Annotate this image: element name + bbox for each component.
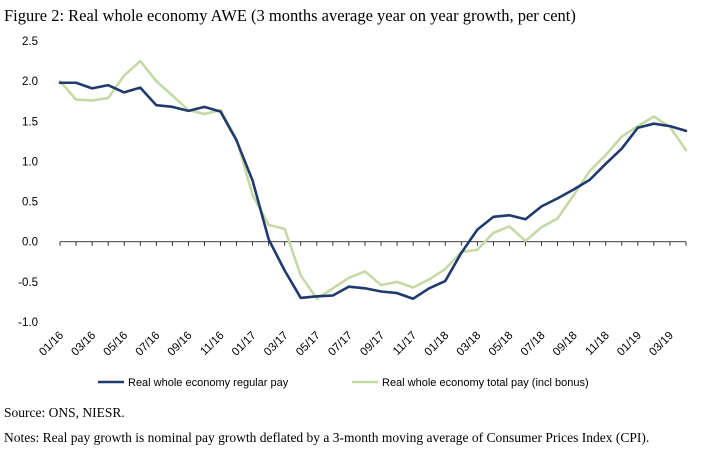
series-line-regular-pay	[58, 81, 688, 301]
y-tick-label: 2.5	[22, 36, 38, 48]
x-tick-label: 05/17	[294, 330, 323, 359]
line-chart: 2.52.01.51.00.50.0-0.5-1.0 01/16 03/16 05/…	[18, 36, 688, 389]
y-axis-tick-labels: 2.5 2.0 1.5 1.0 0.5 0.0 -0.5 -1.0	[18, 36, 38, 329]
x-tick-label: 03/17	[262, 330, 291, 359]
x-tick-label: 05/18	[487, 330, 516, 359]
x-tick-label: 11/17	[391, 330, 419, 358]
y-tick-label: 1.5	[22, 116, 38, 128]
footnote: Notes: Real pay growth is nominal pay gr…	[4, 430, 650, 445]
x-tick-label: 11/16	[198, 330, 226, 358]
y-tick-label: -0.5	[18, 277, 38, 289]
x-tick-label: 03/19	[647, 330, 676, 359]
y-tick-label: 0.5	[22, 197, 38, 209]
x-tick-label: 07/16	[134, 330, 163, 359]
x-tick-label: 03/18	[455, 330, 484, 359]
x-tick-label: 01/17	[230, 330, 259, 359]
series-lines	[58, 59, 688, 301]
chart-title: Figure 2: Real whole economy AWE (3 mont…	[4, 6, 576, 25]
x-axis-ticks: 01/16 03/16 05/16 07/16 09/16 11/16 01/17 03/17…	[37, 241, 687, 359]
x-tick-label: 01/18	[423, 330, 452, 359]
x-tick-label: 09/18	[551, 330, 580, 359]
x-tick-label: 11/18	[584, 330, 612, 358]
x-tick-label: 09/16	[166, 330, 195, 359]
x-tick-label: 01/16	[37, 330, 66, 359]
y-tick-label: 0.0	[22, 237, 38, 249]
y-tick-label: 2.0	[22, 76, 38, 88]
x-tick-label: 07/18	[519, 330, 548, 359]
x-tick-label: 07/17	[326, 330, 355, 359]
source-note: Source: ONS, NIESR.	[4, 405, 125, 420]
x-tick-label: 01/19	[615, 330, 644, 359]
legend-label-total-pay: Real whole economy total pay (incl bonus…	[382, 377, 589, 389]
series-line-total-pay	[58, 59, 688, 301]
x-tick-label: 03/16	[69, 330, 98, 359]
y-tick-label: -1.0	[18, 317, 38, 329]
y-tick-label: 1.0	[22, 156, 38, 168]
x-tick-label: 09/17	[358, 330, 387, 359]
legend: Real whole economy regular pay Real whol…	[98, 377, 589, 389]
x-tick-label: 05/16	[101, 330, 130, 359]
legend-label-regular-pay: Real whole economy regular pay	[128, 377, 289, 389]
